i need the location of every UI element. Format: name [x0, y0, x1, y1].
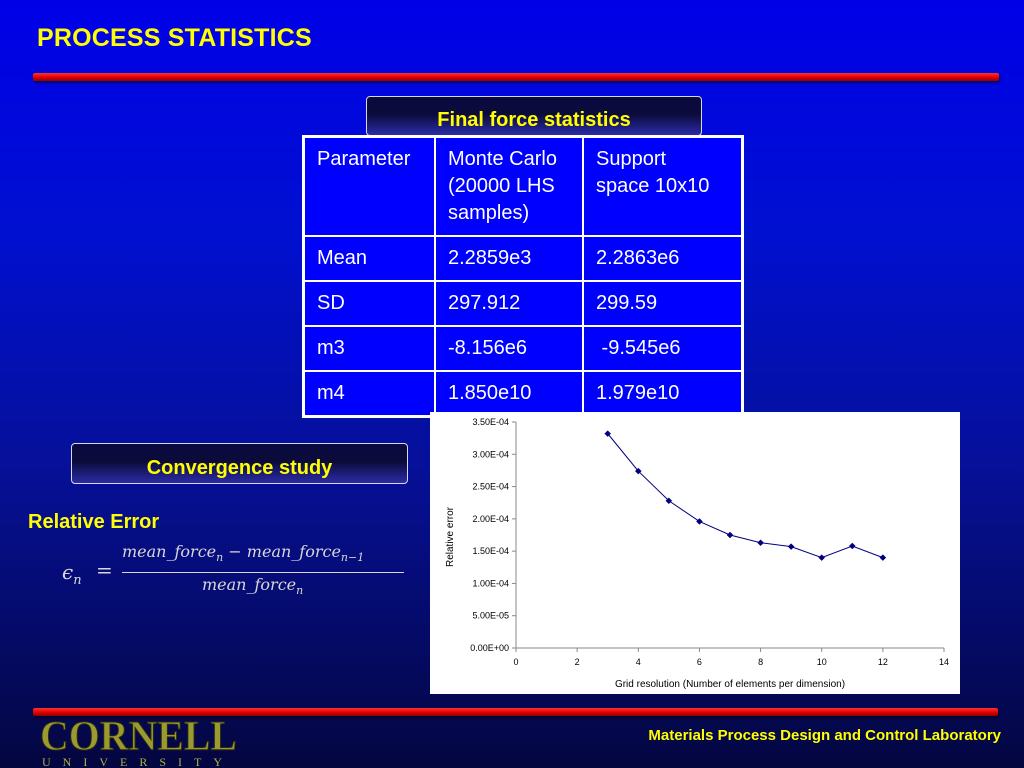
final-force-stats-heading: Final force statistics — [366, 96, 702, 136]
x-tick-label: 0 — [513, 657, 518, 667]
data-point — [848, 542, 856, 550]
data-point — [818, 554, 826, 561]
final-force-stats-label: Final force statistics — [437, 109, 631, 131]
table-cell: 1.850e10 — [434, 370, 584, 418]
table-cell: 297.912 — [434, 280, 584, 327]
force-statistics-table: Parameter Monte Carlo (20000 LHS samples… — [302, 135, 744, 418]
convergence-chart-svg: 0.00E+00 5.00E-05 1.00E-04 1.50E-04 2.00E-04… — [430, 412, 960, 694]
table-cell: SD — [302, 280, 436, 327]
convergence-study-heading: Convergence study — [71, 443, 408, 484]
table-cell: 1.979e10 — [582, 370, 744, 418]
cornell-logo: CORNELL UNIVERSITY — [40, 714, 238, 768]
y-tick-label: 1.00E-04 — [472, 578, 509, 588]
table-cell: Mean — [302, 235, 436, 282]
header-cell-monte-carlo: Monte Carlo (20000 LHS samples) — [434, 135, 584, 237]
table-row-m3: m3 -8.156e6 -9.545e6 — [302, 325, 744, 372]
table-cell: m3 — [302, 325, 436, 372]
header-line: Parameter — [317, 148, 411, 170]
header-line: Monte Carlo — [448, 148, 557, 170]
numerator-term-b: mean_force — [246, 542, 341, 561]
svg-text:UNIVERSITY: UNIVERSITY — [42, 755, 234, 768]
slide-title: PROCESS STATISTICS — [37, 24, 312, 52]
y-tick-label: 2.00E-04 — [472, 514, 509, 524]
data-point — [665, 497, 673, 505]
header-line: Support — [596, 148, 667, 170]
formula-lhs-subscript: n — [73, 573, 82, 588]
y-axis-label: Relative error — [445, 506, 456, 567]
formula-lhs: ϵn — [62, 560, 82, 588]
convergence-study-label: Convergence study — [146, 457, 333, 479]
table-cell: 2.2863e6 — [582, 235, 744, 282]
table-cell: -9.545e6 — [582, 325, 744, 372]
header-line: samples) — [448, 202, 530, 224]
formula-equals: = — [96, 558, 113, 582]
data-point — [787, 543, 795, 550]
svg-text:CORNELL: CORNELL — [40, 714, 237, 760]
header-cell-parameter: Parameter — [302, 135, 436, 237]
x-tick-label: 10 — [817, 657, 827, 667]
x-tick-label: 6 — [697, 657, 702, 667]
x-tick-label: 8 — [758, 657, 763, 667]
table-row-m4: m4 1.850e10 1.979e10 — [302, 370, 744, 418]
formula-epsilon: ϵ — [62, 560, 74, 584]
relative-error-label: Relative Error — [28, 511, 160, 533]
table-cell: -8.156e6 — [434, 325, 584, 372]
x-tick-label: 2 — [575, 657, 580, 667]
data-point — [634, 467, 642, 475]
bottom-divider-bar — [33, 708, 998, 716]
data-point — [757, 539, 764, 547]
top-divider-bar — [33, 73, 999, 81]
x-tick-label: 14 — [939, 657, 949, 667]
y-tick-label: 3.50E-04 — [472, 417, 509, 427]
relative-error-formula: ϵn = mean_forcen − mean_forcen−1 mean_fo… — [60, 540, 410, 600]
formula-fraction-bar — [122, 572, 404, 573]
formula-denominator: mean_forcen — [202, 575, 303, 597]
x-axis-label: Grid resolution (Number of elements per … — [615, 679, 845, 690]
data-point — [726, 531, 734, 539]
header-line: space 10x10 — [596, 175, 710, 197]
numerator-minus: − — [223, 542, 247, 561]
denominator-term: mean_force — [202, 575, 297, 594]
formula-numerator: mean_forcen − mean_forcen−1 — [122, 542, 364, 564]
y-tick-label: 2.50E-04 — [472, 482, 509, 492]
table-row-mean: Mean 2.2859e3 2.2863e6 — [302, 235, 744, 282]
footer-lab-name: Materials Process Design and Control Lab… — [648, 727, 1001, 744]
data-point — [696, 518, 703, 525]
data-point — [879, 554, 887, 561]
convergence-chart: 0.00E+00 5.00E-05 1.00E-04 1.50E-04 2.00E-04… — [430, 412, 960, 694]
numerator-term-a: mean_force — [122, 542, 217, 561]
x-tick-label: 4 — [636, 657, 641, 667]
header-cell-support-space: Support space 10x10 — [582, 135, 744, 237]
series-line — [607, 433, 884, 559]
y-tick-label: 0.00E+00 — [470, 643, 509, 653]
table-cell: m4 — [302, 370, 436, 418]
y-tick-label: 1.50E-04 — [472, 546, 509, 556]
table-cell: 2.2859e3 — [434, 235, 584, 282]
table-header-row: Parameter Monte Carlo (20000 LHS samples… — [302, 135, 744, 237]
y-tick-label: 5.00E-05 — [472, 611, 509, 621]
y-tick-label: 3.00E-04 — [472, 449, 509, 459]
numerator-term-a-subscript: n — [216, 551, 224, 565]
data-point — [604, 430, 612, 437]
denominator-subscript: n — [296, 584, 304, 598]
table-cell: 299.59 — [582, 280, 744, 327]
table-row-sd: SD 297.912 299.59 — [302, 280, 744, 327]
chart-background — [430, 412, 960, 694]
header-line: (20000 LHS — [448, 175, 555, 197]
x-tick-label: 12 — [878, 657, 888, 667]
numerator-term-b-subscript: n−1 — [340, 551, 365, 565]
